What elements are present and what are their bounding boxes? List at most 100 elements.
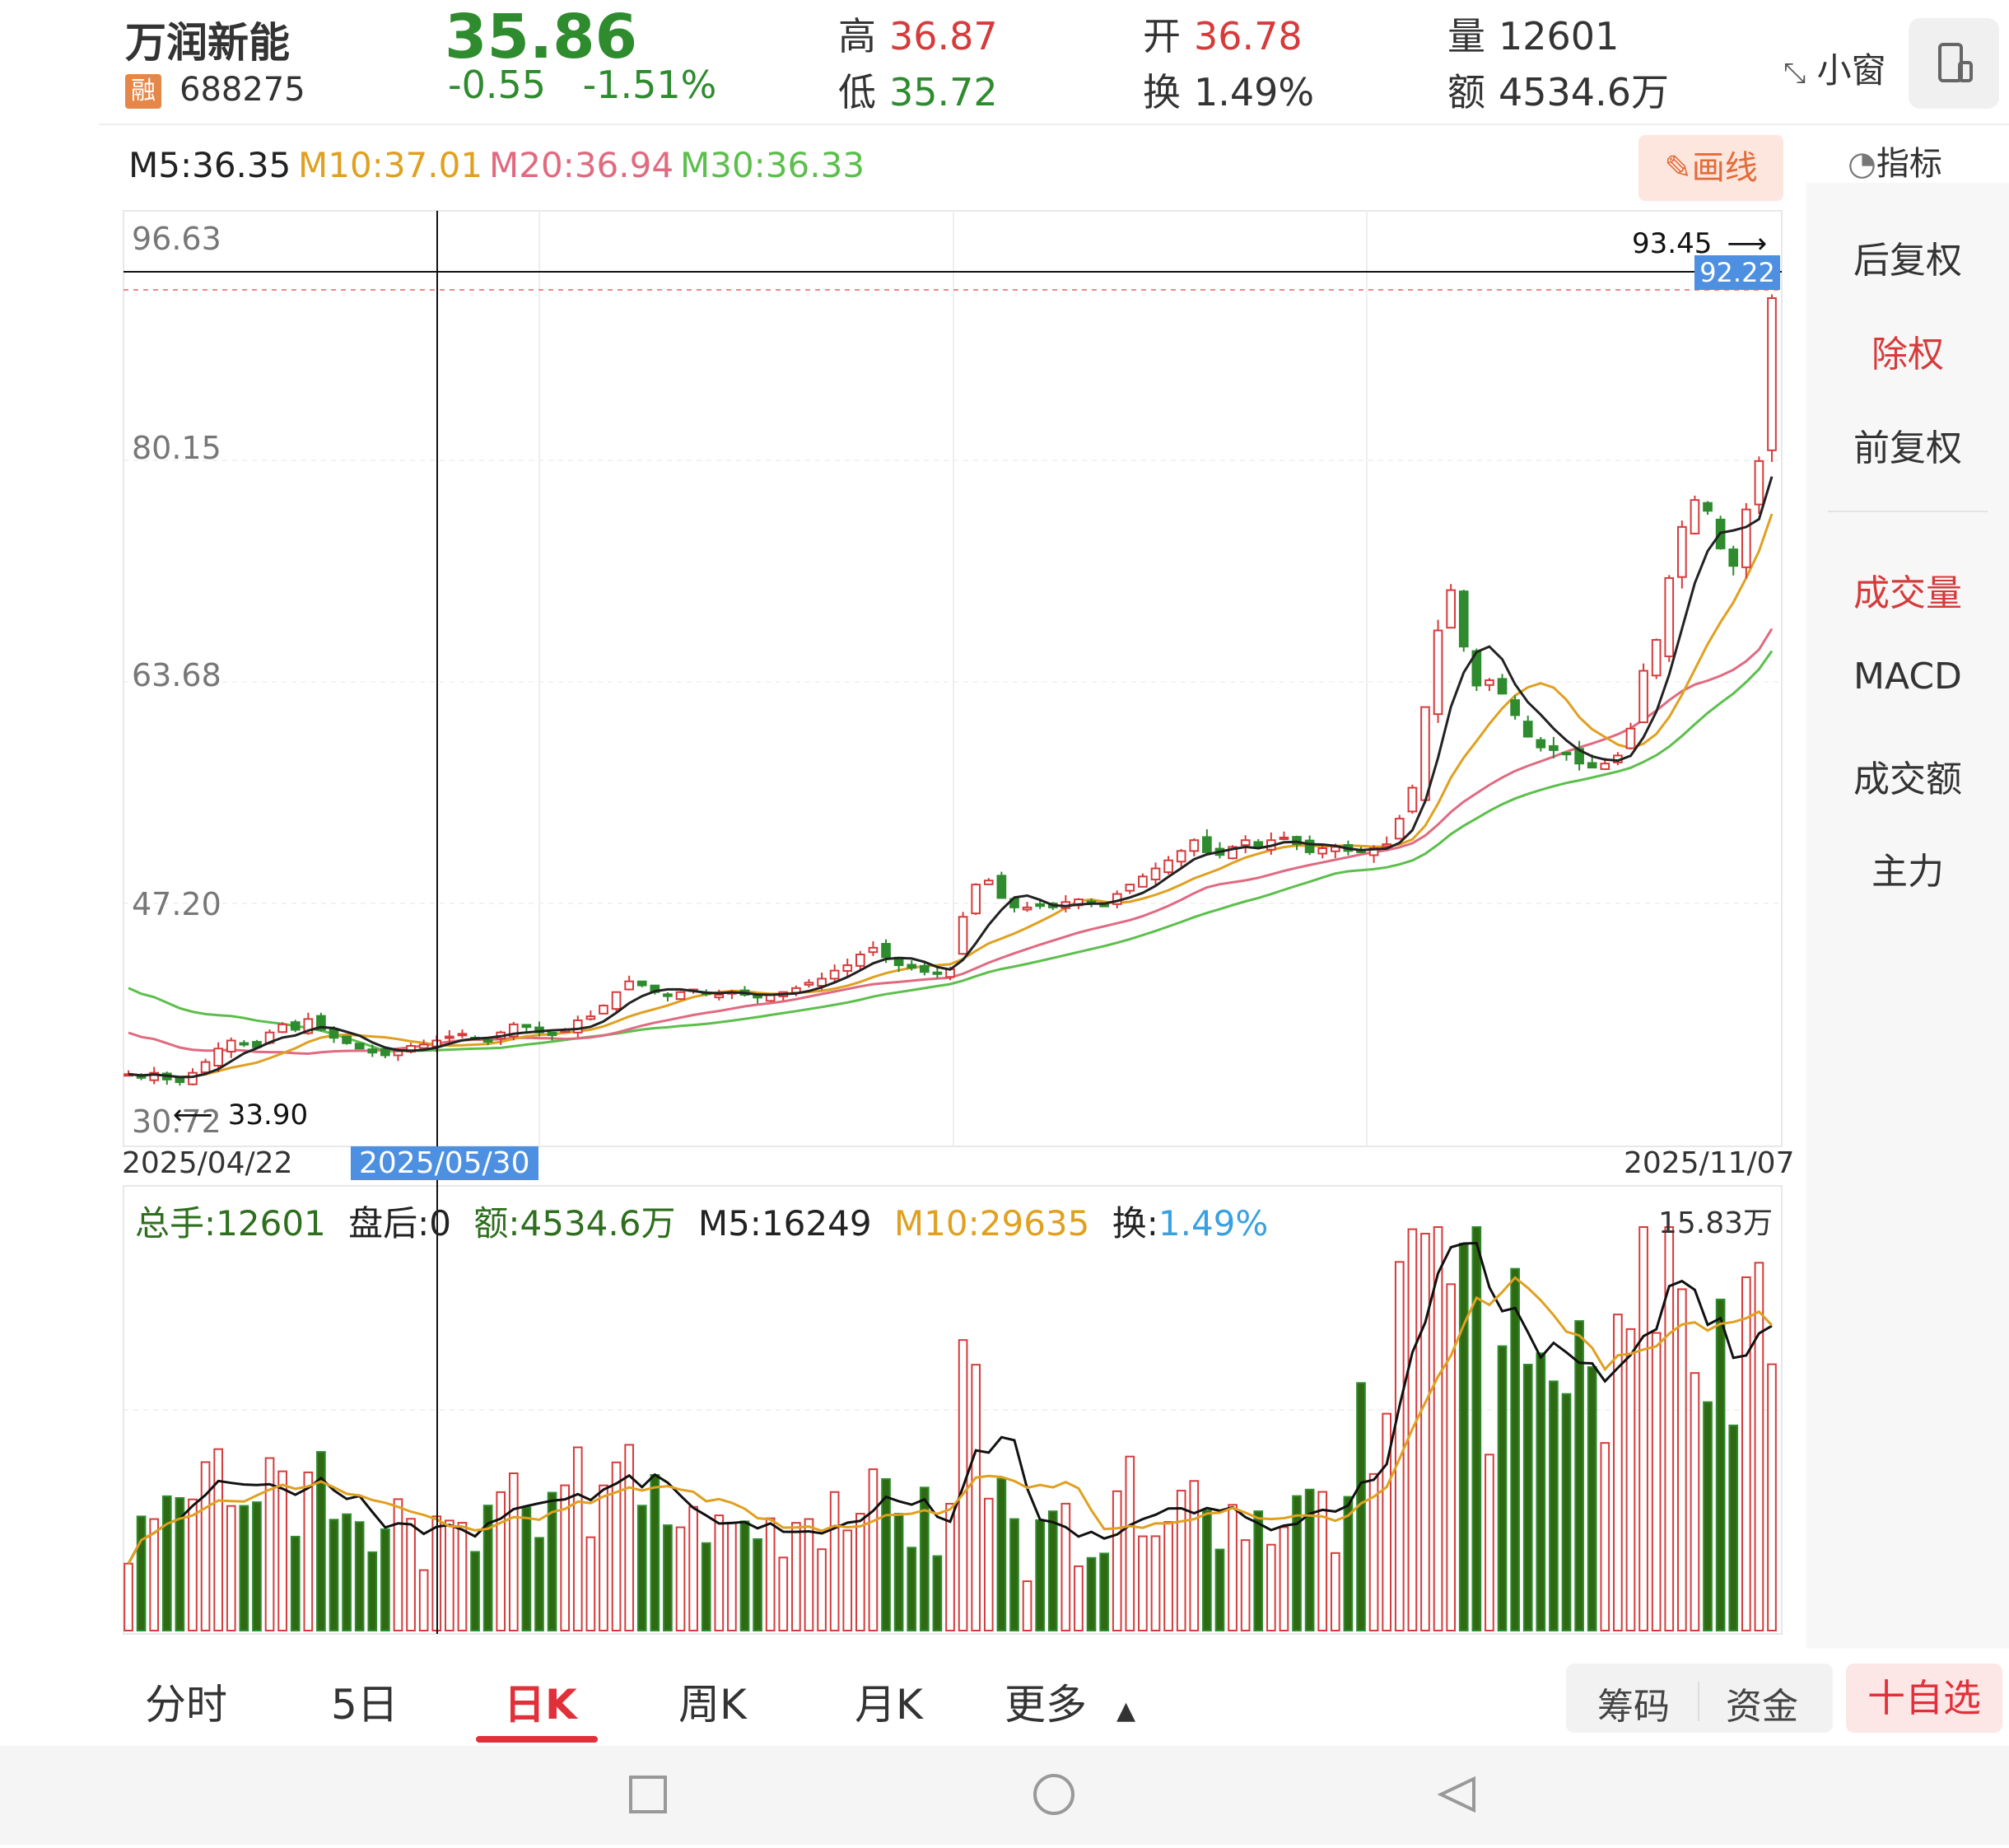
small-window-button[interactable]: ⤡ 小窗 [1783, 50, 1886, 91]
capital-flow-button[interactable]: 资金 [1726, 1686, 1798, 1728]
chip-distribution-button[interactable]: 筹码 [1597, 1686, 1670, 1728]
volume-bar [1767, 1363, 1777, 1631]
amount: 额 4534.6万 [1447, 70, 1669, 114]
after-hours: 盘后:0 [348, 1203, 451, 1244]
volume-bar [650, 1474, 660, 1631]
candle [1497, 674, 1508, 695]
candlesticks [124, 294, 1777, 1086]
tab-more[interactable]: 更多 ▲ [1004, 1681, 1136, 1729]
volume-bar [534, 1537, 544, 1631]
candle [1690, 495, 1700, 535]
volume-bar [1304, 1488, 1315, 1632]
volume-bar [1613, 1314, 1623, 1632]
volume-bar [252, 1501, 262, 1632]
macd-indicator-option[interactable]: MACD [1853, 656, 1962, 698]
candle [996, 871, 1007, 899]
volume-bar [200, 1461, 211, 1632]
volume-bars [124, 1226, 1777, 1632]
stock-code: 688275 [179, 71, 305, 109]
home-icon[interactable] [1033, 1774, 1074, 1815]
volume-ma-lines [127, 1241, 1774, 1565]
volume-bar [791, 1522, 801, 1631]
volume-bar [599, 1484, 608, 1631]
main-force-option[interactable]: 主力 [1871, 851, 1944, 893]
back-icon[interactable] [1437, 1776, 1475, 1813]
volume-bar [919, 1486, 930, 1631]
ma10-label: M10:37.01 [298, 145, 483, 185]
volume-bar [1458, 1243, 1469, 1631]
candle [1458, 590, 1469, 652]
candle [829, 964, 840, 983]
volume-bar [1368, 1472, 1379, 1631]
stock-name: 万润新能 [125, 19, 290, 67]
candle [932, 966, 943, 978]
amount-indicator-option[interactable]: 成交额 [1853, 758, 1962, 800]
volume-bar [753, 1538, 762, 1631]
candle [342, 1035, 352, 1045]
tab-5day[interactable]: 5日 [331, 1681, 399, 1729]
volume-bar [239, 1505, 249, 1631]
right-panel [1806, 183, 2009, 1649]
volume-bar [1420, 1232, 1430, 1631]
volume-bar [701, 1542, 711, 1632]
max-price-marker: 93.45 ⟶ [1632, 227, 1768, 260]
volume-bar [1690, 1372, 1700, 1631]
indicator-button[interactable]: ◔指标 [1848, 145, 1942, 183]
candle [367, 1044, 378, 1057]
candle [1163, 856, 1173, 875]
volume-bar [624, 1444, 634, 1631]
high-price: 高 36.87 [838, 14, 998, 58]
volume-bar [367, 1551, 378, 1631]
kline-chart[interactable] [0, 0, 1806, 1655]
volume-bar [829, 1491, 840, 1631]
volume-bar [855, 1513, 865, 1632]
turnover-rate: 换 1.49% [1143, 70, 1315, 114]
add-favorite-button[interactable]: 十自选 [1846, 1664, 2002, 1733]
candle [1202, 828, 1212, 856]
volume-bar [1522, 1363, 1533, 1632]
recent-apps-icon[interactable] [629, 1776, 667, 1813]
candle [675, 991, 686, 1001]
tab-intraday[interactable]: 分时 [145, 1681, 227, 1729]
candle [1651, 638, 1662, 679]
ex-rights-option[interactable]: 除权 [1871, 334, 1944, 376]
gauge-icon: ◔ [1848, 145, 1876, 183]
candle [636, 980, 647, 987]
volume-bar [1536, 1352, 1546, 1631]
candle [663, 992, 673, 1002]
volume-bar [290, 1535, 301, 1631]
volume-bar [1266, 1543, 1276, 1631]
volume-bar [1330, 1552, 1340, 1631]
tab-monthly-k[interactable]: 月K [855, 1681, 923, 1729]
volume-bar [739, 1520, 750, 1631]
volume-bar [1703, 1401, 1713, 1631]
rights-before-option[interactable]: 前复权 [1853, 427, 1962, 469]
device-rotate-button[interactable] [1909, 18, 1999, 109]
volume-bar [1728, 1424, 1739, 1632]
candle [1664, 575, 1675, 662]
volume-bar [804, 1518, 814, 1631]
volume-bar [175, 1496, 185, 1632]
volume-bar [316, 1451, 326, 1631]
candle [842, 958, 853, 978]
candle [1625, 722, 1636, 750]
volume-bar [1240, 1539, 1251, 1632]
tab-daily-k[interactable]: 日K [504, 1681, 577, 1729]
candle [457, 1029, 468, 1038]
volume-bar [1022, 1580, 1032, 1631]
tab-weekly-k[interactable]: 周K [678, 1681, 747, 1729]
candle [1189, 838, 1200, 856]
volume-bar [636, 1505, 647, 1631]
candle [445, 1030, 454, 1043]
rights-after-option[interactable]: 后复权 [1853, 240, 1962, 282]
volume-indicator-option[interactable]: 成交量 [1853, 572, 1962, 614]
volume-bar [1176, 1490, 1186, 1631]
volume-bar [1433, 1226, 1443, 1631]
change-amount: -0.55 [448, 63, 547, 107]
candle [418, 1039, 429, 1049]
current-price: 35.86 [445, 2, 638, 72]
candle [547, 1031, 557, 1041]
draw-line-button[interactable]: ✎画线 [1638, 135, 1783, 201]
volume-bar [893, 1513, 904, 1631]
volume-bar [1741, 1276, 1751, 1632]
